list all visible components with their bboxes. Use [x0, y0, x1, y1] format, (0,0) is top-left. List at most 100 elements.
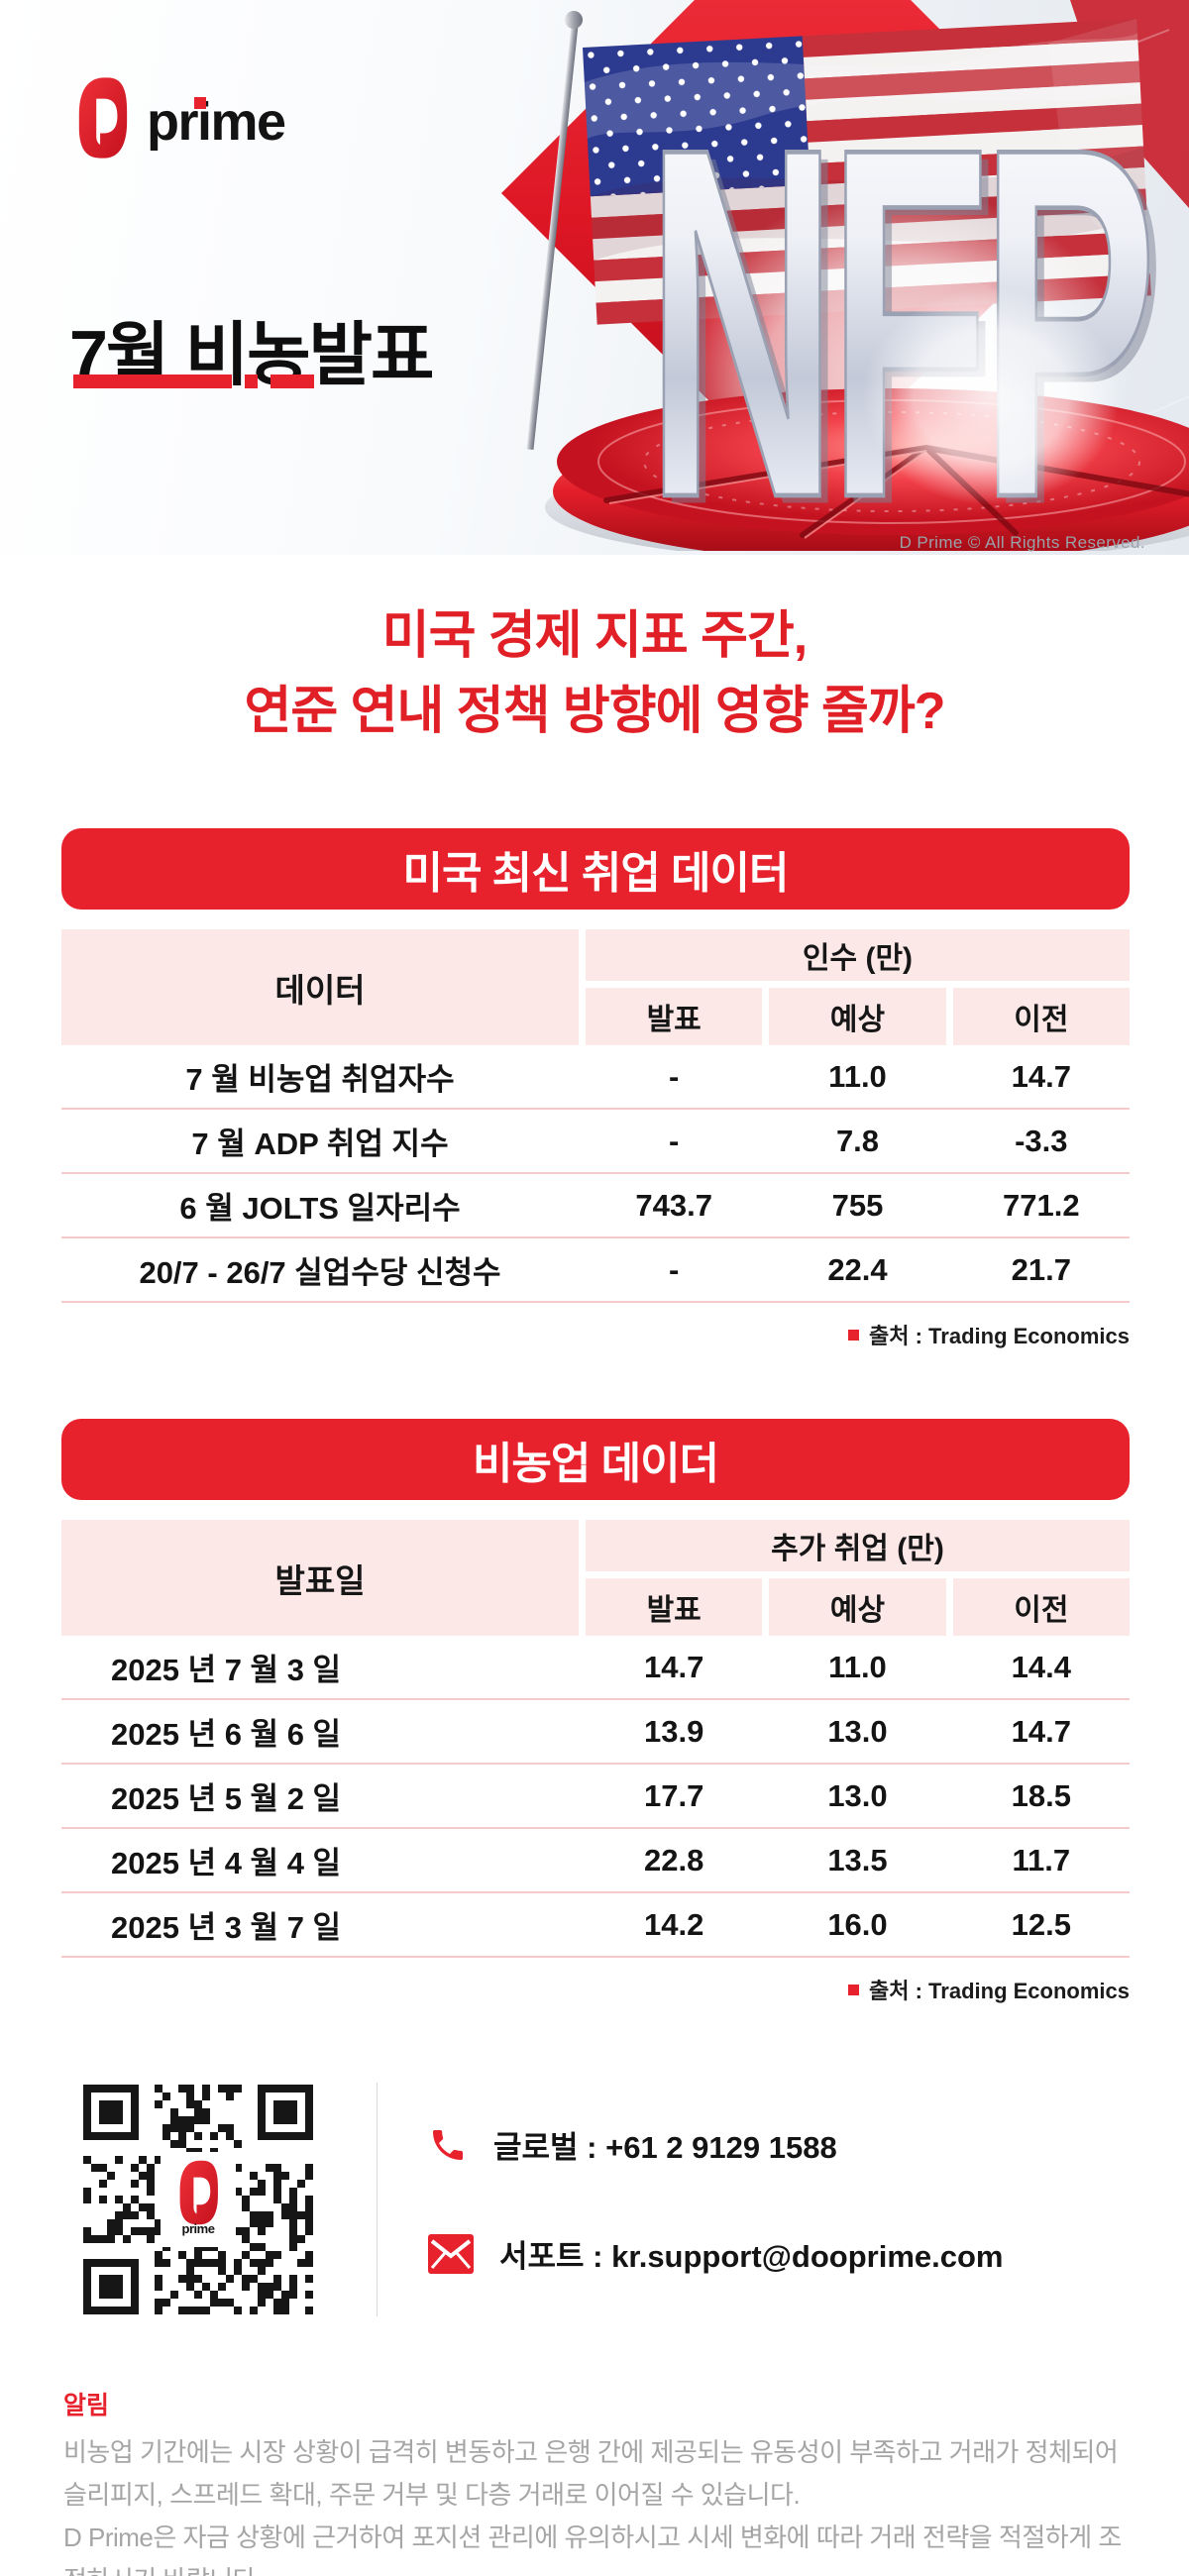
row-previous: 771.2: [1003, 1187, 1080, 1223]
row-forecast: 7.8: [835, 1123, 880, 1158]
hero-image: NFP NFP: [500, 0, 1189, 551]
table-row: 20/7 - 26/7 실업수당 신청수 - 22.4 21.7: [61, 1238, 1130, 1303]
table-row: 2025 년 5 월 2 일 17.7 13.0 18.5: [61, 1765, 1130, 1829]
notice-paragraph-2: D Prime은 자금 상황에 근거하여 포지션 관리에 유의하시고 시세 변화…: [63, 2522, 1122, 2576]
row-forecast: 11.0: [828, 1649, 887, 1684]
row-label: 2025 년 6 월 6 일: [111, 1717, 342, 1752]
section-nfp-history: 비농업 데이더 발표일 추가 취업 (만) 발표 예상 이전 2025 년 7 …: [61, 1419, 1130, 2005]
row-label: 6 월 JOLTS 일자리수: [179, 1191, 461, 1226]
row-forecast: 11.0: [828, 1058, 887, 1094]
notice-paragraph-1: 비농업 기간에는 시장 상황이 급격히 변동하고 은행 간에 제공되는 유동성이…: [63, 2437, 1119, 2510]
row-actual: -: [669, 1058, 680, 1094]
brand-logo-text: prime: [147, 92, 286, 152]
table-row: 6 월 JOLTS 일자리수 743.7 755 771.2: [61, 1174, 1130, 1238]
row-previous: 11.7: [1012, 1842, 1071, 1878]
table-row: 2025 년 4 월 4 일 22.8 13.5 11.7: [61, 1829, 1130, 1893]
qr-code: prime: [83, 2085, 313, 2314]
dprime-d-icon: [175, 2156, 221, 2229]
phone-icon: [433, 2129, 463, 2160]
table2-header: 발표일 추가 취업 (만) 발표 예상 이전: [61, 1520, 1130, 1636]
brand-logo-word: prime: [147, 92, 286, 152]
phone-label: 글로벌 : +61 2 9129 1588: [493, 2130, 837, 2165]
table-row: 7 월 ADP 취업 지수 - 7.8 -3.3: [61, 1110, 1130, 1174]
email-contact[interactable]: 서포트 : kr.support@dooprime.com: [428, 2231, 1004, 2276]
source-text: 출처 : Trading Economics: [869, 1979, 1130, 2003]
row-label: 7 월 ADP 취업 지수: [191, 1127, 449, 1161]
headline-line2: 연준 연내 정책 방향에 영향 줄까?: [244, 683, 946, 740]
headline-line1: 미국 경제 지표 주간,: [381, 607, 809, 665]
table-row: 2025 년 7 월 3 일 14.7 11.0 14.4: [61, 1636, 1130, 1700]
row-label: 2025 년 5 월 2 일: [111, 1781, 342, 1816]
qr-pattern: [83, 2085, 313, 2314]
flag-pole-icon: [526, 11, 583, 450]
mail-icon: [428, 2233, 474, 2274]
table1-title-bar: 미국 최신 취업 데이터: [61, 828, 1130, 910]
underline-bar-long: [73, 375, 232, 388]
copyright-text: D Prime © All Rights Reserved.: [899, 533, 1145, 552]
row-previous: -3.3: [1015, 1123, 1068, 1158]
row-label: 20/7 - 26/7 실업수당 신청수: [139, 1255, 501, 1290]
row-previous: 14.7: [1011, 1713, 1071, 1749]
row-actual: 22.8: [643, 1842, 704, 1878]
underline-bar-dot: [245, 375, 258, 388]
table-row: 2025 년 6 월 6 일 13.9 13.0 14.7: [61, 1700, 1130, 1765]
table1-source: 출처 : Trading Economics: [61, 1319, 1130, 1350]
row-previous: 18.5: [1011, 1777, 1071, 1813]
row-label: 2025 년 3 월 7 일: [111, 1910, 342, 1945]
table1-group-header: 인수 (만): [586, 929, 1130, 981]
row-previous: 12.5: [1011, 1906, 1071, 1942]
table2-title-bar: 비농업 데이더: [61, 1419, 1130, 1500]
row-actual: 13.9: [643, 1713, 704, 1749]
row-forecast: 16.0: [827, 1906, 888, 1942]
row-previous: 14.4: [1011, 1649, 1071, 1684]
row-previous: 21.7: [1011, 1251, 1071, 1287]
table1-header: 데이터 인수 (만) 발표 예상 이전: [61, 929, 1130, 1045]
row-forecast: 22.4: [827, 1251, 888, 1287]
table1-col-data: 데이터: [61, 929, 579, 1045]
source-text: 출처 : Trading Economics: [869, 1324, 1130, 1348]
table2-subcol-previous: 이전: [952, 1578, 1130, 1636]
contact-divider: [377, 2083, 378, 2316]
row-forecast: 13.5: [827, 1842, 888, 1878]
notice-body: 비농업 기간에는 시장 상황이 급격히 변동하고 은행 간에 제공되는 유동성이…: [63, 2431, 1132, 2576]
source-bullet-icon: [848, 1984, 860, 1995]
footer-notice: 알림 비농업 기간에는 시장 상황이 급격히 변동하고 은행 간에 제공되는 유…: [63, 2386, 1132, 2576]
table2-group-header: 추가 취업 (만): [586, 1520, 1130, 1571]
row-label: 7 월 비농업 취업자수: [185, 1062, 455, 1097]
row-forecast: 13.0: [827, 1777, 888, 1813]
table2-source: 출처 : Trading Economics: [61, 1974, 1130, 2005]
qr-center-logo: prime: [161, 2152, 236, 2247]
phone-contact[interactable]: 글로벌 : +61 2 9129 1588: [428, 2122, 837, 2167]
table1-subcol-previous: 이전: [952, 988, 1130, 1045]
logo-i-dot: [194, 97, 206, 109]
row-forecast: 13.0: [827, 1713, 888, 1749]
table1-subcol-actual: 발표: [586, 988, 763, 1045]
row-label: 2025 년 7 월 3 일: [111, 1653, 342, 1687]
dprime-d-icon: [73, 71, 131, 164]
email-label: 서포트 : kr.support@dooprime.com: [499, 2239, 1004, 2274]
row-actual: -: [669, 1251, 680, 1287]
row-previous: 14.7: [1011, 1058, 1071, 1094]
row-actual: 17.7: [643, 1777, 704, 1813]
underline-bar-short: [270, 375, 314, 388]
notice-title: 알림: [63, 2392, 110, 2419]
qr-logo-text: prime: [181, 2221, 215, 2236]
table2-subcol-actual: 발표: [586, 1578, 763, 1636]
table2-subcol-forecast: 예상: [769, 1578, 946, 1636]
row-actual: 14.7: [643, 1649, 704, 1684]
table2-col-date: 발표일: [61, 1520, 579, 1636]
row-actual: 743.7: [635, 1187, 712, 1223]
brand-logo: prime: [73, 71, 286, 164]
headline: 미국 경제 지표 주간, 연준 연내 정책 방향에 영향 줄까?: [0, 598, 1189, 749]
title-underline: [73, 375, 314, 388]
table1-subcol-forecast: 예상: [769, 988, 946, 1045]
section-us-employment-data: 미국 최신 취업 데이터 데이터 인수 (만) 발표 예상 이전 7 월 비농업…: [61, 828, 1130, 1350]
table-row: 7 월 비농업 취업자수 - 11.0 14.7: [61, 1045, 1130, 1110]
source-bullet-icon: [848, 1329, 860, 1341]
row-label: 2025 년 4 월 4 일: [111, 1846, 342, 1880]
row-forecast: 755: [831, 1187, 884, 1223]
row-actual: 14.2: [643, 1906, 704, 1942]
table-row: 2025 년 3 월 7 일 14.2 16.0 12.5: [61, 1893, 1130, 1958]
row-actual: -: [669, 1123, 680, 1158]
